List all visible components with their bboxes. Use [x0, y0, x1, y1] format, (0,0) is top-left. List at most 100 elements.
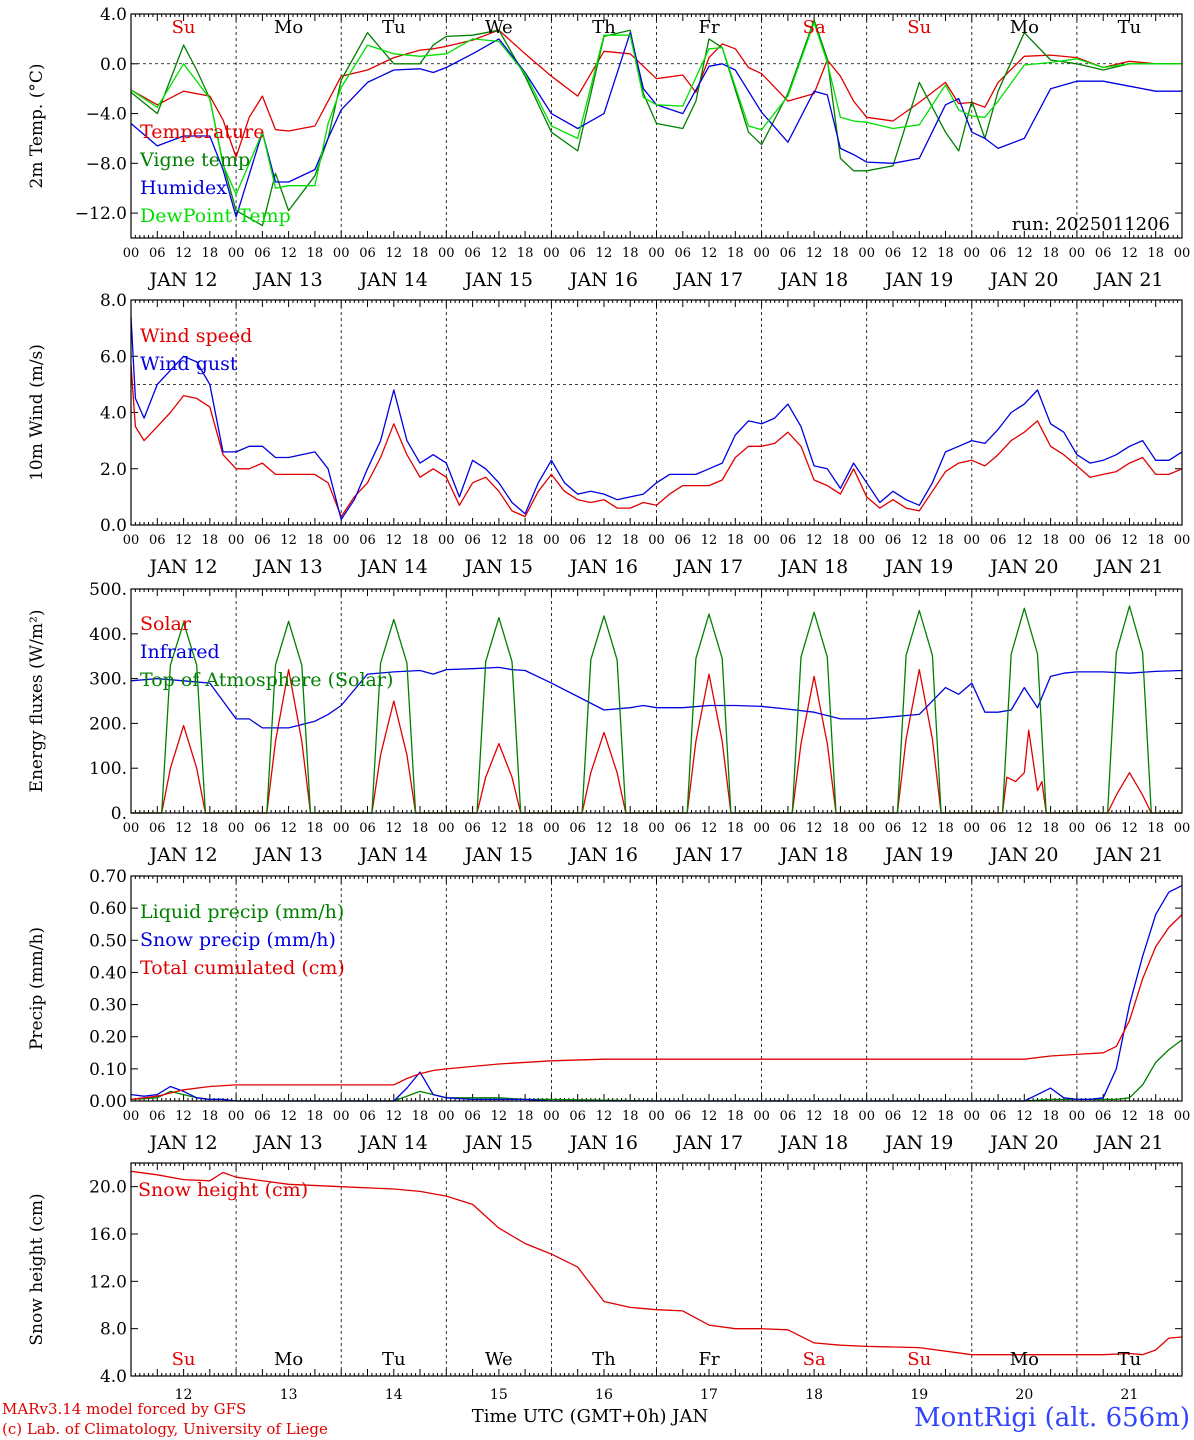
- hour-tick-label: 12: [1121, 246, 1138, 261]
- hour-tick-label: 00: [858, 821, 875, 836]
- hour-tick-label: 06: [675, 1109, 692, 1124]
- time-axis-label: Time UTC (GMT+0h) JAN: [472, 1406, 709, 1427]
- hour-tick-label: 06: [675, 533, 692, 548]
- hour-tick-label: 06: [885, 533, 902, 548]
- hour-tick-label: 06: [569, 533, 586, 548]
- legend-entry: Snow precip (mm/h): [140, 929, 336, 951]
- series-line-1: [130, 364, 1183, 518]
- hour-tick-label: 12: [911, 821, 928, 836]
- date-label: JAN 13: [253, 269, 323, 291]
- weekday-label: Tu: [382, 17, 406, 38]
- hour-tick-label: 00: [438, 533, 455, 548]
- y-axis-label: 10m Wind (m/s): [27, 344, 47, 481]
- hour-tick-label: 12: [1121, 533, 1138, 548]
- hour-tick-label: 18: [1147, 533, 1164, 548]
- date-label: JAN 19: [883, 269, 953, 291]
- hour-tick-label: 12: [491, 1109, 508, 1124]
- hour-tick-label: 18: [1042, 246, 1059, 261]
- hour-tick-label: 18: [727, 821, 744, 836]
- y-tick-label: 0.70: [89, 867, 127, 887]
- hour-tick-label: 06: [149, 1109, 166, 1124]
- hour-tick-label: 12: [806, 533, 823, 548]
- hour-tick-label: 00: [123, 821, 140, 836]
- hour-tick-label: 00: [123, 1109, 140, 1124]
- hour-tick-label: 00: [648, 821, 665, 836]
- day-number-label: 13: [280, 1387, 298, 1403]
- day-number-label: 14: [385, 1387, 403, 1403]
- hour-tick-label: 06: [1095, 821, 1112, 836]
- hour-tick-label: 18: [1147, 246, 1164, 261]
- series-line-4: [130, 22, 1182, 196]
- y-axis-label: Snow height (cm): [27, 1193, 47, 1345]
- legend-entry: DewPoint Temp: [140, 205, 291, 227]
- y-tick-label: 0.20: [89, 1028, 127, 1048]
- hour-tick-label: 00: [333, 821, 350, 836]
- panel-2: 0.0 2.0 4.0 6.0 8.0 10m Wind (m/s) Wind speed W…: [27, 291, 1190, 578]
- hour-tick-label: 06: [675, 821, 692, 836]
- hour-tick-label: 18: [1042, 533, 1059, 548]
- y-tick-label: 300.: [89, 670, 127, 690]
- hour-tick-label: 00: [753, 1109, 770, 1124]
- weekday-label: Mo: [1010, 17, 1039, 38]
- hour-tick-label: 12: [385, 821, 402, 836]
- hour-tick-label: 06: [569, 821, 586, 836]
- x-tick-marks: [130, 300, 1183, 525]
- hour-tick-label: 06: [359, 246, 376, 261]
- hour-tick-label: 00: [858, 1109, 875, 1124]
- y-tick-label: 4.0: [100, 1367, 127, 1387]
- series-line-2: [130, 885, 1183, 1102]
- y-tick-label: 0.30: [89, 996, 127, 1016]
- hour-tick-label: 12: [385, 246, 402, 261]
- legend-entry: Wind speed: [140, 325, 252, 347]
- hour-tick-label: 00: [648, 533, 665, 548]
- hour-tick-label: 06: [569, 246, 586, 261]
- hour-tick-label: 18: [832, 821, 849, 836]
- y-tick-label: 2.0: [100, 460, 127, 480]
- hour-tick-label: 00: [964, 246, 981, 261]
- date-label: JAN 21: [1093, 269, 1163, 291]
- series-line-1: [130, 1170, 1183, 1356]
- hour-tick-label: 12: [1121, 1109, 1138, 1124]
- hour-tick-label: 06: [464, 246, 481, 261]
- weekday-label: Su: [172, 17, 196, 38]
- hour-tick-label: 00: [858, 246, 875, 261]
- date-label: JAN 12: [147, 556, 217, 578]
- hour-tick-label: 06: [675, 246, 692, 261]
- y-axis-label: 2m Temp. (°C): [27, 63, 47, 188]
- hour-tick-label: 18: [832, 1109, 849, 1124]
- plot-frame: [130, 13, 1183, 239]
- y-tick-label: 20.0: [89, 1178, 127, 1198]
- y-tick-label: 16.0: [89, 1225, 127, 1245]
- legend-entry: Top of Atmosphere (Solar): [140, 669, 393, 691]
- hour-tick-label: 12: [1016, 533, 1033, 548]
- hour-tick-label: 06: [149, 246, 166, 261]
- hour-tick-label: 06: [780, 533, 797, 548]
- hour-tick-label: 06: [780, 821, 797, 836]
- hour-tick-label: 18: [832, 533, 849, 548]
- hour-tick-label: 00: [228, 533, 245, 548]
- weekday-label: We: [485, 17, 513, 38]
- day-number-label: 15: [490, 1387, 508, 1403]
- date-label: JAN 18: [778, 269, 848, 291]
- y-tick-label: 8.0: [100, 1320, 127, 1340]
- hour-tick-label: 06: [569, 1109, 586, 1124]
- hour-tick-label: 18: [412, 533, 429, 548]
- legend-entry: Liquid precip (mm/h): [140, 901, 344, 923]
- hour-tick-label: 12: [175, 533, 192, 548]
- hour-tick-label: 12: [701, 533, 718, 548]
- hour-tick-label: 18: [307, 533, 324, 548]
- date-label: JAN 17: [673, 269, 743, 291]
- hour-tick-label: 06: [359, 533, 376, 548]
- hour-tick-label: 12: [911, 1109, 928, 1124]
- hour-tick-label: 00: [438, 821, 455, 836]
- hour-tick-label: 12: [806, 821, 823, 836]
- hour-tick-label: 00: [543, 246, 560, 261]
- date-label: JAN 18: [778, 844, 848, 866]
- y-tick-label: 4.0: [100, 5, 127, 25]
- date-label: JAN 19: [883, 556, 953, 578]
- date-label: JAN 13: [253, 1132, 323, 1154]
- y-tick-label: −12.0: [75, 204, 127, 224]
- hour-tick-label: 00: [123, 533, 140, 548]
- hour-tick-label: 18: [937, 1109, 954, 1124]
